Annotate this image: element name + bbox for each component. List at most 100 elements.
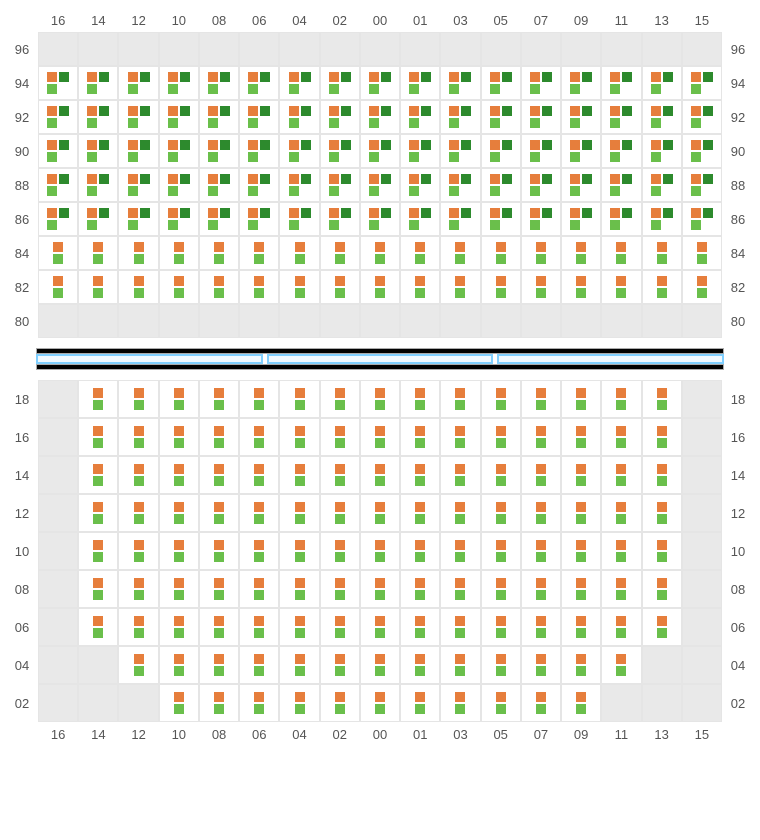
seat-cell[interactable] bbox=[360, 684, 400, 722]
seat-cell[interactable] bbox=[481, 134, 521, 168]
seat-cell[interactable] bbox=[78, 532, 118, 570]
seat-cell[interactable] bbox=[199, 168, 239, 202]
seat-cell[interactable] bbox=[320, 684, 360, 722]
seat-cell[interactable] bbox=[601, 418, 641, 456]
seat-cell[interactable] bbox=[239, 134, 279, 168]
seat-cell[interactable] bbox=[199, 236, 239, 270]
seat-cell[interactable] bbox=[642, 168, 682, 202]
seat-cell[interactable] bbox=[279, 100, 319, 134]
seat-cell[interactable] bbox=[400, 494, 440, 532]
seat-cell[interactable] bbox=[118, 570, 158, 608]
seat-cell[interactable] bbox=[440, 608, 480, 646]
seat-cell[interactable] bbox=[601, 570, 641, 608]
seat-cell[interactable] bbox=[320, 270, 360, 304]
seat-cell[interactable] bbox=[481, 684, 521, 722]
seat-cell[interactable] bbox=[78, 236, 118, 270]
seat-cell[interactable] bbox=[78, 456, 118, 494]
seat-cell[interactable] bbox=[78, 570, 118, 608]
seat-cell[interactable] bbox=[682, 236, 722, 270]
seat-cell[interactable] bbox=[199, 202, 239, 236]
seat-cell[interactable] bbox=[400, 570, 440, 608]
seat-cell[interactable] bbox=[601, 202, 641, 236]
seat-cell[interactable] bbox=[642, 608, 682, 646]
seat-cell[interactable] bbox=[118, 100, 158, 134]
seat-cell[interactable] bbox=[279, 570, 319, 608]
seat-cell[interactable] bbox=[159, 494, 199, 532]
seat-cell[interactable] bbox=[78, 202, 118, 236]
seat-cell[interactable] bbox=[682, 100, 722, 134]
seat-cell[interactable] bbox=[78, 418, 118, 456]
seat-cell[interactable] bbox=[118, 532, 158, 570]
seat-cell[interactable] bbox=[38, 236, 78, 270]
seat-cell[interactable] bbox=[642, 456, 682, 494]
seat-cell[interactable] bbox=[159, 608, 199, 646]
seat-cell[interactable] bbox=[440, 270, 480, 304]
seat-cell[interactable] bbox=[199, 270, 239, 304]
seat-cell[interactable] bbox=[481, 646, 521, 684]
seat-cell[interactable] bbox=[159, 270, 199, 304]
seat-cell[interactable] bbox=[159, 236, 199, 270]
seat-cell[interactable] bbox=[481, 168, 521, 202]
seat-cell[interactable] bbox=[320, 380, 360, 418]
seat-cell[interactable] bbox=[199, 684, 239, 722]
seat-cell[interactable] bbox=[521, 236, 561, 270]
seat-cell[interactable] bbox=[682, 134, 722, 168]
seat-cell[interactable] bbox=[440, 456, 480, 494]
seat-cell[interactable] bbox=[440, 134, 480, 168]
seat-cell[interactable] bbox=[159, 100, 199, 134]
seat-cell[interactable] bbox=[521, 380, 561, 418]
seat-cell[interactable] bbox=[601, 270, 641, 304]
seat-cell[interactable] bbox=[320, 202, 360, 236]
seat-cell[interactable] bbox=[561, 570, 601, 608]
seat-cell[interactable] bbox=[279, 202, 319, 236]
seat-cell[interactable] bbox=[279, 418, 319, 456]
seat-cell[interactable] bbox=[440, 236, 480, 270]
seat-cell[interactable] bbox=[38, 100, 78, 134]
seat-cell[interactable] bbox=[642, 380, 682, 418]
seat-cell[interactable] bbox=[682, 202, 722, 236]
seat-cell[interactable] bbox=[239, 66, 279, 100]
seat-cell[interactable] bbox=[601, 494, 641, 532]
seat-cell[interactable] bbox=[521, 134, 561, 168]
seat-cell[interactable] bbox=[360, 608, 400, 646]
seat-cell[interactable] bbox=[682, 270, 722, 304]
seat-cell[interactable] bbox=[199, 456, 239, 494]
seat-cell[interactable] bbox=[38, 134, 78, 168]
seat-cell[interactable] bbox=[642, 570, 682, 608]
seat-cell[interactable] bbox=[239, 456, 279, 494]
seat-cell[interactable] bbox=[279, 608, 319, 646]
seat-cell[interactable] bbox=[78, 494, 118, 532]
seat-cell[interactable] bbox=[279, 646, 319, 684]
seat-cell[interactable] bbox=[601, 456, 641, 494]
seat-cell[interactable] bbox=[642, 100, 682, 134]
seat-cell[interactable] bbox=[199, 570, 239, 608]
seat-cell[interactable] bbox=[360, 532, 400, 570]
seat-cell[interactable] bbox=[159, 456, 199, 494]
seat-cell[interactable] bbox=[521, 66, 561, 100]
seat-cell[interactable] bbox=[239, 684, 279, 722]
seat-cell[interactable] bbox=[320, 66, 360, 100]
seat-cell[interactable] bbox=[279, 66, 319, 100]
seat-cell[interactable] bbox=[159, 66, 199, 100]
seat-cell[interactable] bbox=[440, 494, 480, 532]
seat-cell[interactable] bbox=[360, 168, 400, 202]
seat-cell[interactable] bbox=[521, 570, 561, 608]
seat-cell[interactable] bbox=[481, 494, 521, 532]
seat-cell[interactable] bbox=[601, 66, 641, 100]
seat-cell[interactable] bbox=[279, 380, 319, 418]
seat-cell[interactable] bbox=[159, 570, 199, 608]
seat-cell[interactable] bbox=[601, 134, 641, 168]
seat-cell[interactable] bbox=[159, 202, 199, 236]
seat-cell[interactable] bbox=[118, 418, 158, 456]
seat-cell[interactable] bbox=[400, 100, 440, 134]
seat-cell[interactable] bbox=[78, 134, 118, 168]
seat-cell[interactable] bbox=[159, 134, 199, 168]
seat-cell[interactable] bbox=[118, 380, 158, 418]
seat-cell[interactable] bbox=[601, 646, 641, 684]
seat-cell[interactable] bbox=[561, 100, 601, 134]
seat-cell[interactable] bbox=[642, 418, 682, 456]
seat-cell[interactable] bbox=[400, 532, 440, 570]
seat-cell[interactable] bbox=[521, 684, 561, 722]
seat-cell[interactable] bbox=[360, 134, 400, 168]
seat-cell[interactable] bbox=[521, 168, 561, 202]
